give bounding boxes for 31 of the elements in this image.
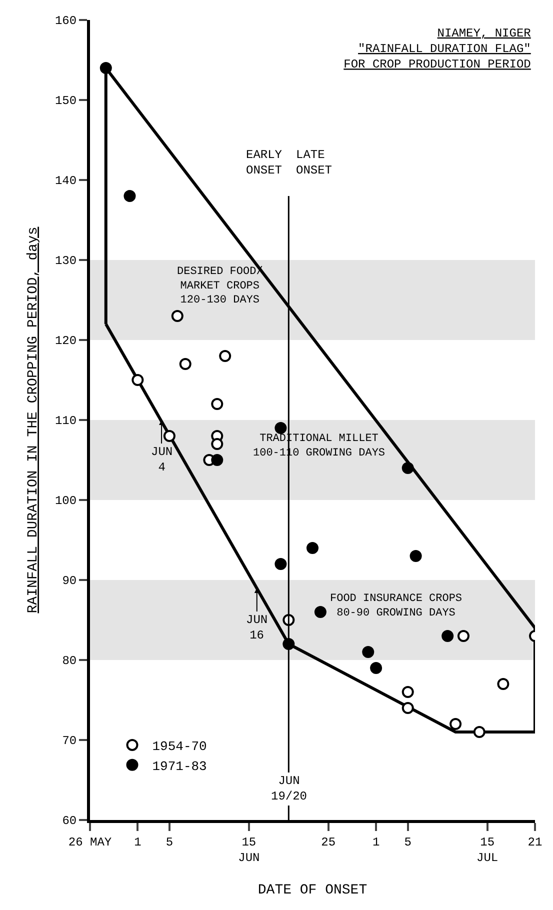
- text: NIAMEY, NIGER "RAINFALL DURATION FLAG" FOR CROP PRODUCTION PERIOD: [344, 26, 531, 72]
- x-tick-label: 15 JUN: [238, 835, 260, 865]
- x-tick-label: 26 MAY: [68, 835, 112, 850]
- y-tick-label: 80: [62, 654, 77, 668]
- y-tick-label: 60: [62, 814, 77, 828]
- y-tick-label: 120: [54, 334, 77, 348]
- x-tick-label: 1: [372, 835, 380, 850]
- annotation: EARLY ONSET: [246, 148, 282, 178]
- legend-label: 1971-83: [152, 758, 207, 774]
- ref-line-label: JUN 19/20: [271, 774, 308, 804]
- y-tick-label: 130: [54, 254, 77, 268]
- x-tick-label: 5: [404, 835, 412, 850]
- x-tick-label: 5: [166, 835, 174, 850]
- y-tick-label: 110: [54, 414, 77, 428]
- x-tick-label: 1: [134, 835, 142, 850]
- y-axis-title: RAINFALL DURATION IN THE CROPPING PERIOD, days: [26, 226, 42, 614]
- y-tick-label: 70: [62, 734, 77, 748]
- legend-label: 1954-70: [152, 739, 207, 754]
- x-tick-label: 15 JUL: [476, 835, 498, 865]
- x-tick-label: 21: [528, 835, 542, 850]
- y-tick-label: 160: [54, 14, 77, 28]
- y-tick-label: 100: [54, 494, 77, 508]
- annotation: LATE ONSET: [296, 148, 332, 178]
- y-tick-label: 150: [54, 94, 77, 108]
- annotation: JUN 16: [246, 613, 268, 643]
- y-tick-label: 140: [54, 174, 77, 188]
- y-tick-label: 90: [62, 574, 77, 588]
- annotation: JUN 4: [151, 445, 173, 475]
- x-tick-label: 25: [321, 835, 336, 850]
- band-label: FOOD INSURANCE CROPS 80-90 GROWING DAYS: [330, 593, 462, 620]
- x-axis-title: DATE OF ONSET: [258, 882, 368, 898]
